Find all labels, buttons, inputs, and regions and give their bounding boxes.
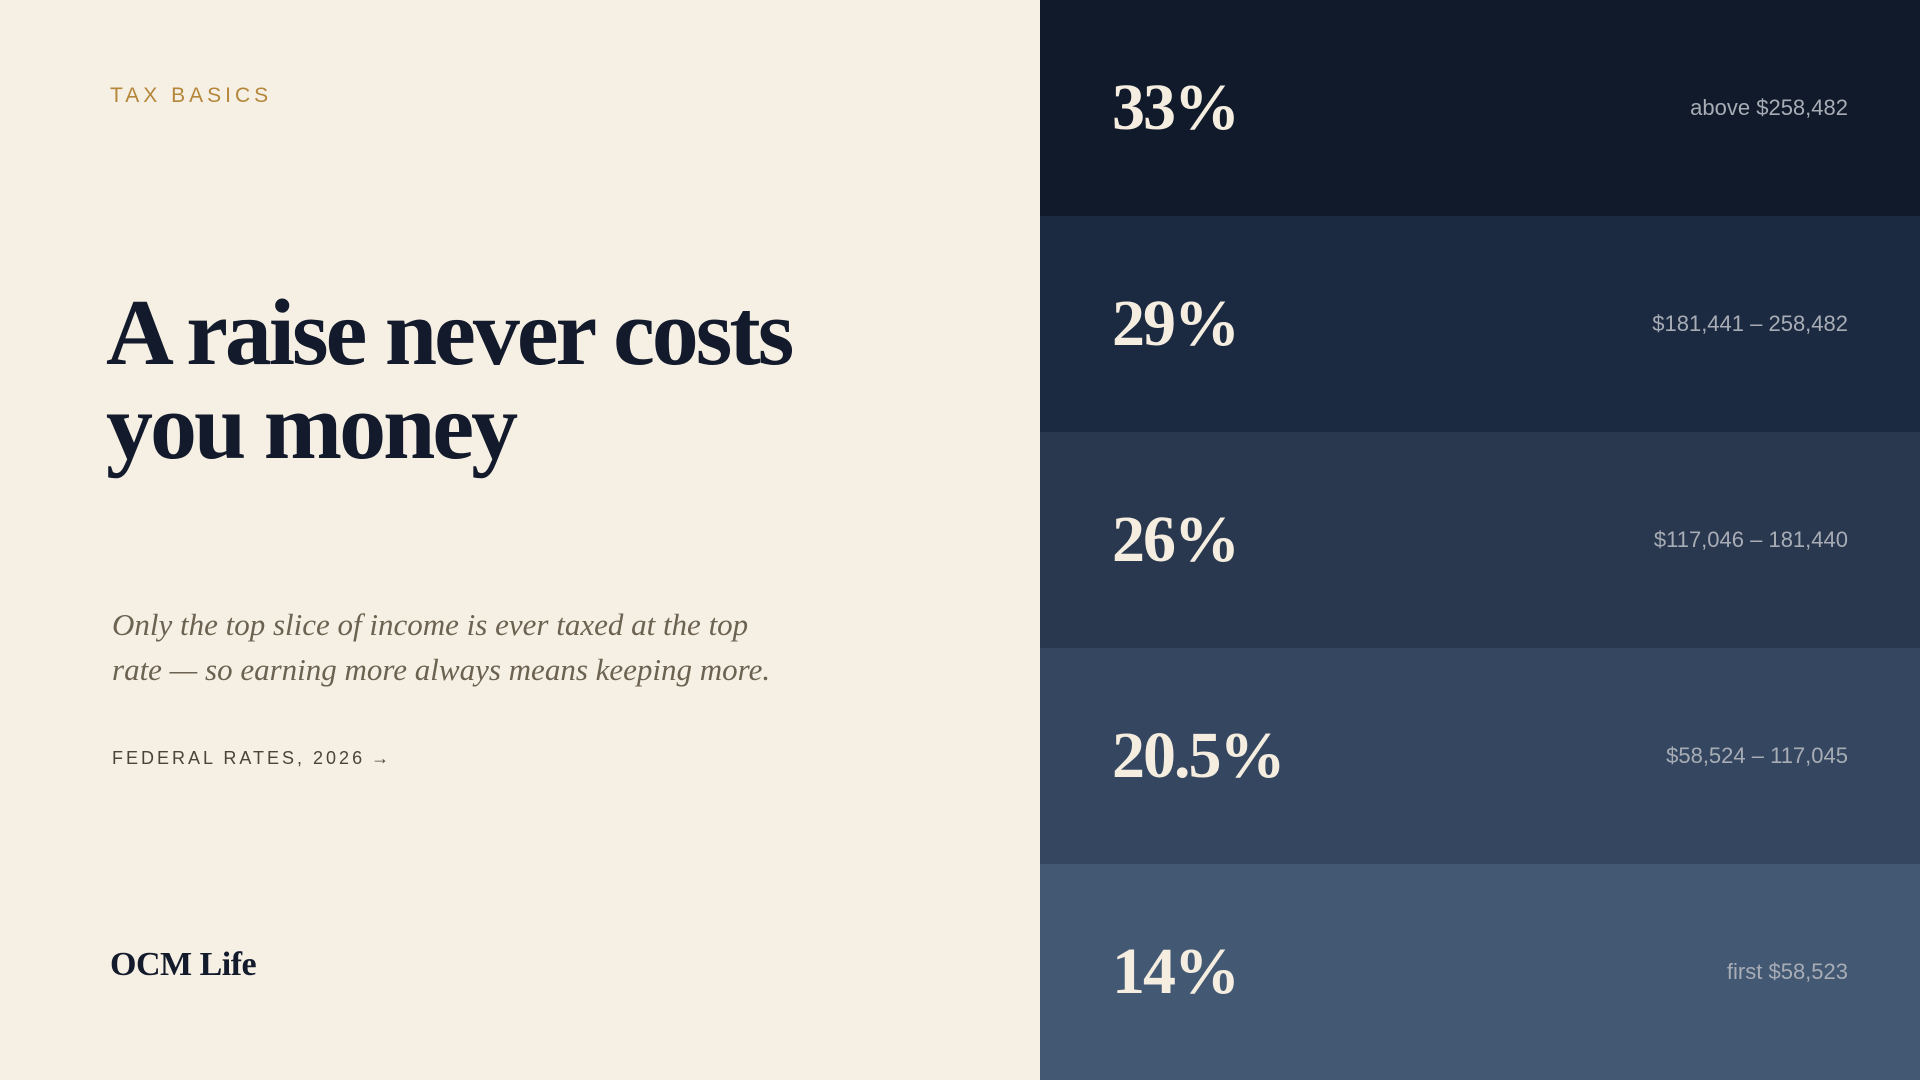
bracket-row: 33% above $258,482 <box>1040 0 1920 216</box>
bracket-range: first $58,523 <box>1726 959 1848 984</box>
bracket-rate: 29% <box>1112 287 1240 360</box>
bracket-rate: 20.5% <box>1112 719 1285 792</box>
bracket-range: $117,046 – 181,440 <box>1653 527 1848 552</box>
headline-line-1: A raise never costs <box>106 281 794 385</box>
federal-rates-link-label: FEDERAL RATES, 2026 <box>112 748 366 768</box>
arrow-right-icon: → <box>371 748 390 768</box>
federal-rates-link[interactable]: FEDERAL RATES, 2026 → <box>112 748 389 769</box>
bracket-row: 14% first $58,523 <box>1040 864 1920 1080</box>
bracket-rate: 33% <box>1112 71 1240 144</box>
intro-panel: TAX BASICS A raise never costs you money… <box>106 84 906 983</box>
bracket-rate: 14% <box>1112 935 1240 1008</box>
bracket-rate: 26% <box>1112 503 1240 576</box>
bracket-range: above $258,482 <box>1690 95 1848 120</box>
bracket-row: 29% $181,441 – 258,482 <box>1040 216 1920 432</box>
subtext-line-1: Only the top slice of income is ever tax… <box>112 607 749 642</box>
brand-logo: OCM Life <box>110 946 257 983</box>
headline-line-2: you money <box>106 375 518 479</box>
headline: A raise never costs you money <box>106 286 906 474</box>
eyebrow-label: TAX BASICS <box>110 84 273 107</box>
subtext-line-2: rate — so earning more always means keep… <box>112 652 771 687</box>
bracket-row: 20.5% $58,524 – 117,045 <box>1040 648 1920 864</box>
subtext: Only the top slice of income is ever tax… <box>112 602 872 692</box>
bracket-row: 26% $117,046 – 181,440 <box>1040 432 1920 648</box>
tax-brackets-panel: 33% above $258,482 29% $181,441 – 258,48… <box>1040 0 1920 1080</box>
bracket-range: $58,524 – 117,045 <box>1666 743 1848 768</box>
bracket-range: $181,441 – 258,482 <box>1652 311 1848 336</box>
